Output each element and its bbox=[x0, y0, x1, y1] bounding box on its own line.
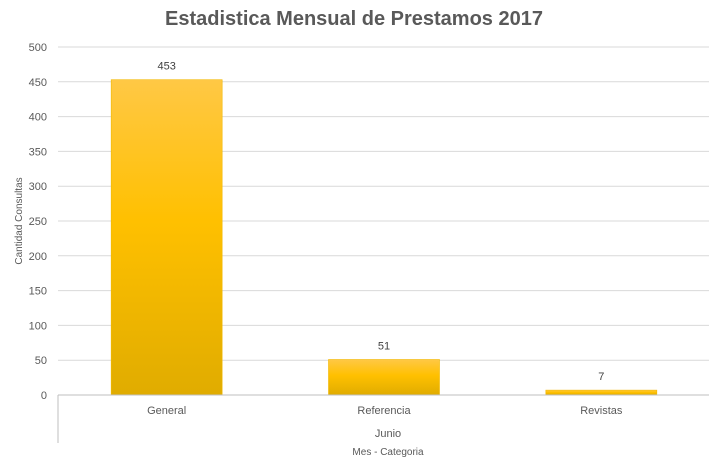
data-labels: 453 51 7 bbox=[157, 61, 604, 383]
y-tick-label: 450 bbox=[29, 77, 47, 89]
data-label: 51 bbox=[378, 341, 390, 353]
y-tick-label: 400 bbox=[29, 112, 47, 124]
x-tick-label: Revistas bbox=[580, 405, 623, 417]
data-label: 453 bbox=[157, 61, 175, 73]
x-axis: General Referencia Revistas bbox=[57, 394, 709, 443]
x-axis-title: Mes - Categoria bbox=[352, 447, 424, 458]
chart-title: Estadistica Mensual de Prestamos 2017 bbox=[165, 8, 543, 30]
y-axis-ticks: 0 50 100 150 200 250 300 350 400 450 500 bbox=[29, 42, 47, 402]
y-tick-label: 250 bbox=[29, 216, 47, 228]
y-tick-label: 500 bbox=[29, 42, 47, 54]
y-tick-label: 0 bbox=[41, 390, 47, 402]
y-tick-label: 150 bbox=[29, 286, 47, 298]
x-tick-label: General bbox=[147, 405, 186, 417]
y-tick-label: 100 bbox=[29, 320, 47, 332]
bar-general bbox=[110, 79, 223, 396]
bar-referencia bbox=[328, 359, 440, 396]
bars bbox=[110, 79, 658, 396]
y-tick-label: 200 bbox=[29, 251, 47, 263]
bar-revistas bbox=[545, 389, 658, 396]
data-label: 7 bbox=[598, 371, 604, 383]
y-tick-label: 50 bbox=[35, 355, 47, 367]
x-tick-label: Referencia bbox=[357, 405, 411, 417]
y-axis-title: Cantidad Consultas bbox=[14, 177, 25, 264]
y-tick-label: 300 bbox=[29, 181, 47, 193]
y-tick-label: 350 bbox=[29, 146, 47, 158]
x-group-label: Junio bbox=[375, 428, 401, 440]
